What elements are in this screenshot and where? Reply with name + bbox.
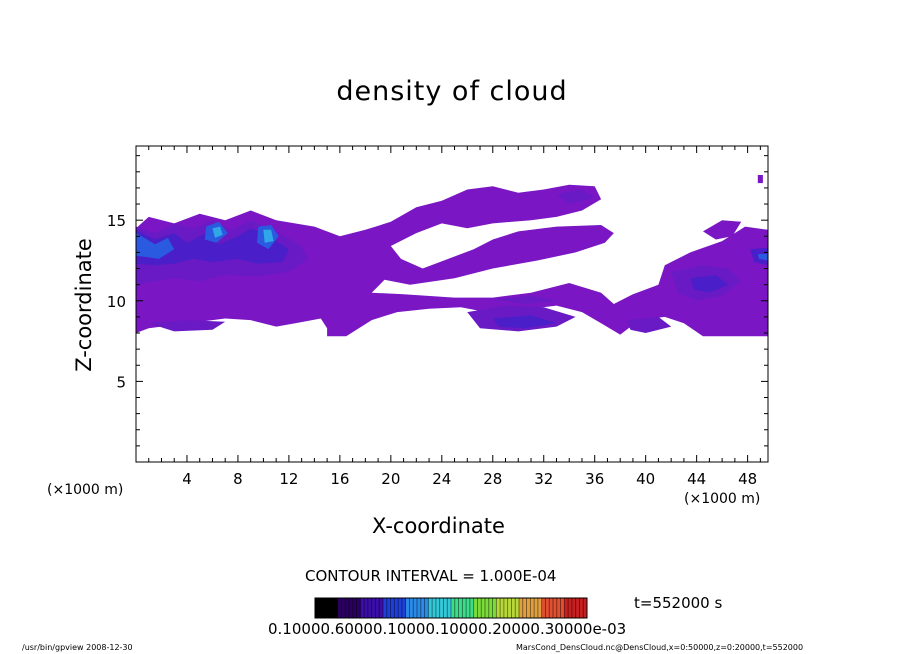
- contour-region-5: [136, 228, 289, 266]
- x-unit-right: (×1000 m): [684, 491, 761, 507]
- x-axis-label: X-coordinate: [372, 514, 505, 538]
- plot-frame: [135, 145, 769, 463]
- y-tick-label: 10: [107, 293, 126, 311]
- contour-interval: CONTOUR INTERVAL = 1.000E-04: [305, 567, 557, 585]
- x-tick-label: 48: [738, 470, 757, 488]
- x-tick-label: 32: [534, 470, 553, 488]
- contour-region-16: [492, 315, 557, 329]
- contour-region-14: [757, 254, 768, 261]
- x-tick-label: 36: [585, 470, 604, 488]
- y-tick-label: 5: [116, 373, 126, 391]
- x-tick-label: 16: [330, 470, 349, 488]
- contour-region-3: [757, 175, 763, 184]
- x-tick-label: 40: [636, 470, 655, 488]
- x-tick-label: 44: [687, 470, 706, 488]
- contour-region-19: [492, 295, 557, 304]
- y-tick-label: 15: [107, 212, 126, 230]
- time-label: t=552000 s: [634, 594, 723, 612]
- contour-region-17: [148, 320, 226, 332]
- x-tick-label: 12: [279, 470, 298, 488]
- contour-region-6: [136, 233, 175, 259]
- footer-right: MarsCond_DensCloud.nc@DensCloud,x=0:5000…: [516, 643, 804, 652]
- colorbar-frame: [314, 597, 588, 619]
- contour-region-2: [703, 220, 742, 240]
- contour-region-12: [690, 275, 729, 293]
- y-axis-label: Z-coordinate: [72, 238, 96, 372]
- contour-region-9: [212, 226, 223, 238]
- x-tick-label: 24: [432, 470, 451, 488]
- x-tick-label: 8: [233, 470, 243, 488]
- x-unit-left: (×1000 m): [47, 482, 124, 498]
- contour-region-10: [263, 229, 274, 243]
- colorbar: [314, 597, 588, 619]
- contour-region-1: [136, 184, 768, 337]
- contour-region-20: [556, 189, 595, 204]
- footer-left: /usr/bin/gpview 2008-12-30: [22, 643, 133, 652]
- x-tick-label: 28: [483, 470, 502, 488]
- x-tick-label: 4: [182, 470, 192, 488]
- x-tick-label: 20: [381, 470, 400, 488]
- contour-region-18: [626, 316, 672, 333]
- contour-regions: [136, 175, 768, 337]
- chart-title: density of cloud: [336, 76, 568, 107]
- colorbar-tick-labels: 0.10000.60000.10000.10000.20000.30000e-0…: [268, 620, 627, 638]
